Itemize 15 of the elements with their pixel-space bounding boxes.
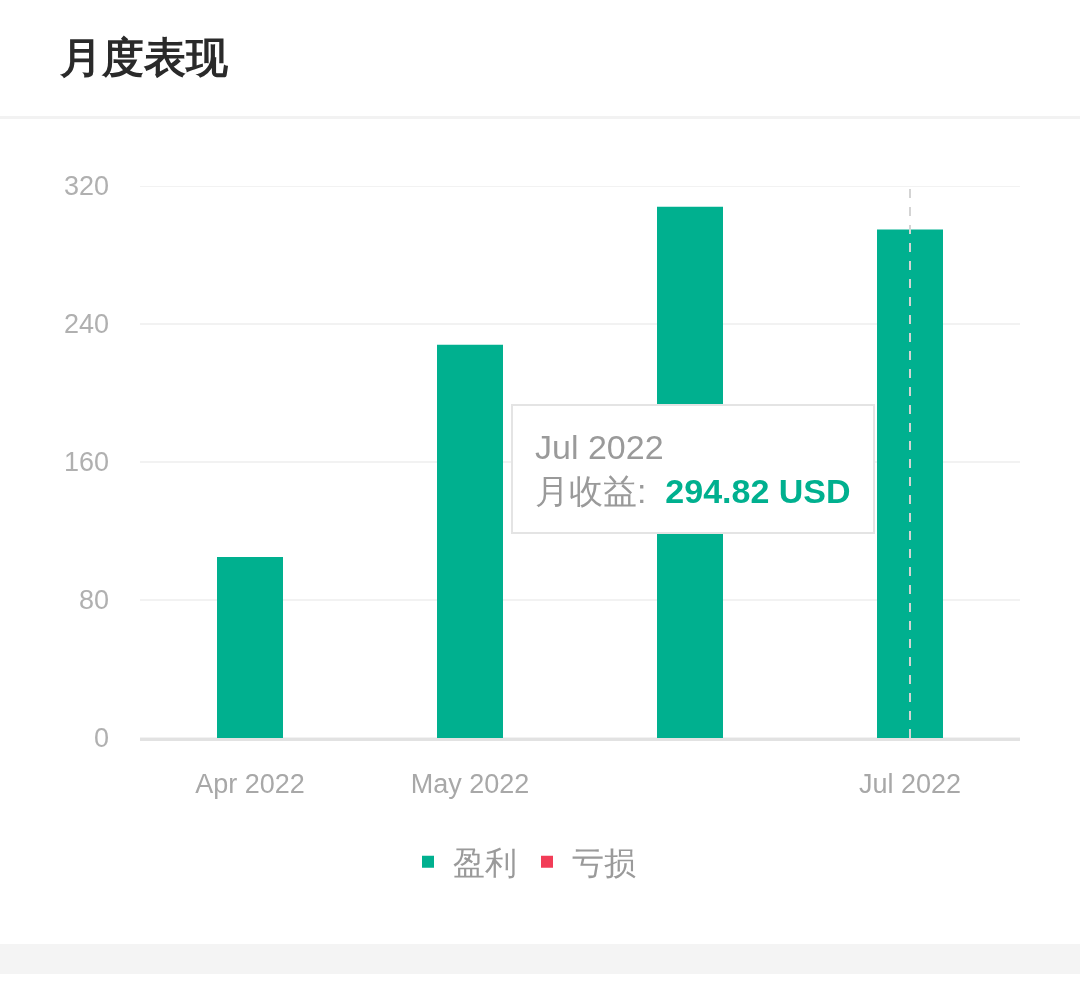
x-tick-label: May 2022	[410, 769, 530, 800]
y-tick-label: 0	[93, 723, 109, 754]
legend-label: 盈利	[453, 845, 517, 882]
bar	[217, 556, 283, 738]
chart-title: 月度表现	[59, 33, 229, 81]
y-tick-label: 160	[63, 447, 109, 478]
y-tick-label: 240	[63, 309, 109, 340]
bar	[437, 344, 503, 738]
legend-label: 亏损	[572, 845, 636, 882]
y-tick-label: 80	[78, 585, 109, 616]
bar	[877, 229, 943, 738]
y-tick-label: 320	[63, 171, 109, 202]
x-tick-label: Jul 2022	[858, 769, 962, 800]
annotation: Jul 2022 月收益: 294.82 USD	[535, 428, 851, 511]
x-tick-label: Apr 2022	[195, 769, 305, 800]
